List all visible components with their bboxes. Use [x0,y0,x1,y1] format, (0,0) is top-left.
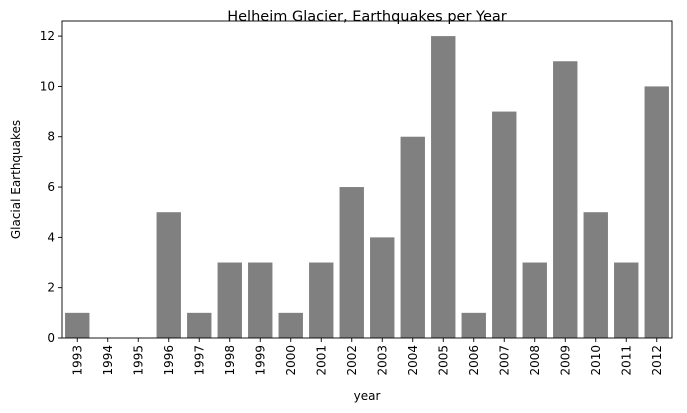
bar-1998 [217,262,242,338]
bar-2012 [644,86,669,338]
bar-2001 [309,262,334,338]
y-tick-label: 2 [47,281,55,295]
bar-1997 [187,312,212,338]
x-tick-label: 2005 [436,345,450,376]
x-tick-label: 2004 [406,345,420,376]
x-tick-label: 2012 [650,345,664,376]
bar-1999 [248,262,273,338]
x-tick-label: 2006 [467,345,481,376]
bar-2010 [583,212,608,338]
y-tick-label: 4 [47,230,55,244]
x-tick-label: 1996 [162,345,176,376]
bar-2005 [431,36,456,338]
x-axis-ticks: 1993 1994 1995 1996 1997 1998 1999 2000 2001 2002… [70,338,664,376]
plot-frame [61,20,673,339]
bar-2007 [492,111,517,338]
y-tick-label: 0 [47,331,55,345]
y-tick-label: 6 [47,180,55,194]
chart-title: Helheim Glacier, Earthquakes per Year [227,9,507,25]
x-tick-label: 2008 [528,345,542,376]
x-tick-label: 1997 [192,345,206,376]
x-tick-label: 2010 [589,345,603,376]
bar-2000 [278,312,303,338]
bars-group [65,36,669,338]
x-tick-label: 1999 [253,345,267,376]
y-axis-label: Glacial Earthquakes [9,120,23,239]
x-tick-label: 2000 [284,345,298,376]
bar-2004 [400,136,425,338]
x-tick-label: 2007 [497,345,511,376]
x-axis-label: year [354,389,381,403]
x-tick-label: 1994 [101,345,115,376]
x-tick-label: 2001 [314,345,328,376]
x-tick-label: 1998 [223,345,237,376]
x-tick-label: 2002 [345,345,359,376]
x-tick-label: 1995 [131,345,145,376]
bar-2011 [614,262,639,338]
x-tick-label: 2011 [619,345,633,376]
bar-2008 [522,262,547,338]
y-tick-label: 10 [40,79,55,93]
bar-2006 [461,312,486,338]
y-axis-ticks: 0 2 4 6 8 10 12 [40,29,62,345]
x-tick-label: 1993 [70,345,84,376]
bar-2002 [339,187,364,338]
x-tick-label: 2003 [375,345,389,376]
x-tick-label: 2009 [558,345,572,376]
y-tick-label: 12 [40,29,55,43]
bar-1996 [156,212,181,338]
bar-2009 [553,61,578,338]
y-tick-label: 8 [47,130,55,144]
bar-2003 [370,237,395,338]
bar-1993 [65,312,90,338]
